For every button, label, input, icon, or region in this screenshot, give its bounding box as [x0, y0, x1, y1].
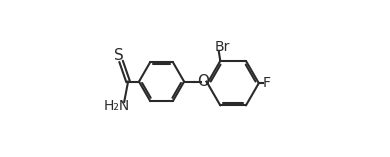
- Text: F: F: [262, 76, 271, 90]
- Text: S: S: [114, 48, 124, 63]
- Text: H₂N: H₂N: [104, 99, 130, 113]
- Text: Br: Br: [215, 40, 230, 54]
- Text: O: O: [198, 74, 209, 89]
